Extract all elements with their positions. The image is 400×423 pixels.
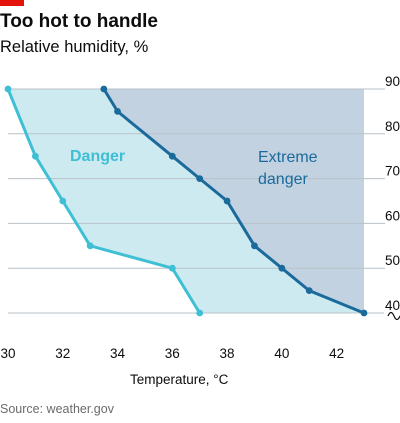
y-tick-60: 60 — [385, 208, 400, 223]
y-tick-50: 50 — [385, 253, 400, 268]
danger-point-1 — [31, 152, 39, 160]
chart-subtitle: Relative humidity, % — [0, 38, 149, 56]
danger-point-2 — [59, 197, 67, 205]
x-tick-34: 34 — [110, 346, 126, 361]
y-tick-90: 90 — [385, 74, 400, 89]
x-tick-30: 30 — [0, 346, 15, 361]
danger-zone-fill — [8, 89, 364, 313]
brand-bar — [0, 0, 24, 6]
danger-point-3 — [86, 242, 94, 250]
extreme-point-6 — [278, 264, 286, 272]
y-tick-40: 40 — [385, 298, 400, 313]
x-tick-32: 32 — [55, 346, 70, 361]
danger-line — [6, 88, 201, 314]
danger-point-4 — [168, 264, 176, 272]
extreme-zone-fill — [103, 89, 364, 313]
extreme-point-8 — [360, 309, 368, 317]
y-tick-70: 70 — [385, 164, 400, 179]
extreme-point-7 — [305, 287, 313, 294]
extreme-point-4 — [223, 197, 231, 205]
extreme-point-0 — [100, 85, 108, 93]
extreme-label-line2: danger — [258, 171, 308, 188]
x-tick-38: 38 — [220, 346, 235, 361]
axis-break-icon — [387, 311, 400, 321]
x-tick-36: 36 — [165, 346, 180, 361]
extreme-point-1 — [114, 108, 121, 115]
y-tick-80: 80 — [385, 119, 400, 134]
danger-point-5 — [196, 309, 204, 317]
extreme-point-5 — [251, 242, 258, 250]
x-axis-label: Temperature, °C — [130, 372, 229, 387]
danger-label: Danger — [70, 148, 125, 165]
chart-title: Too hot to handle — [0, 11, 158, 32]
x-tick-40: 40 — [274, 346, 289, 361]
x-tick-42: 42 — [329, 346, 344, 361]
extreme-point-2 — [168, 152, 176, 160]
source-note: Source: weather.gov — [0, 402, 114, 416]
danger-point-0 — [4, 85, 12, 93]
extreme-point-3 — [196, 175, 204, 183]
extreme-label-line1: Extreme — [258, 149, 318, 166]
